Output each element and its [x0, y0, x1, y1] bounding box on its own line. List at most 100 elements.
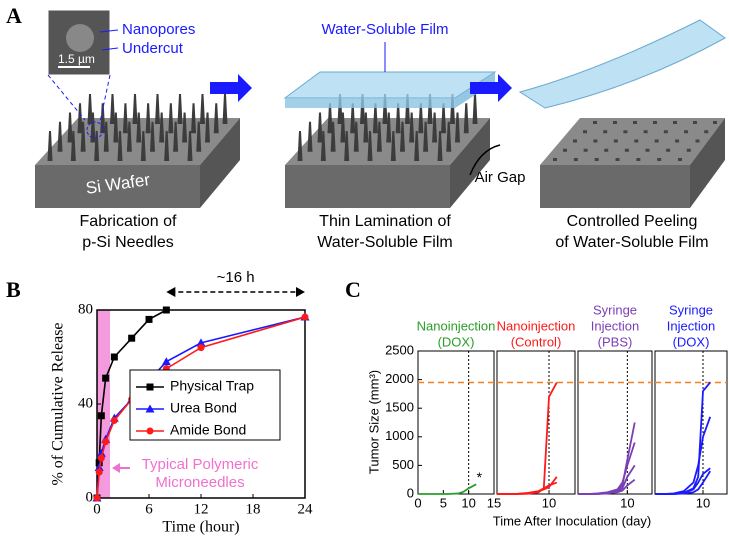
needle: [47, 131, 53, 161]
peeled-film: [518, 19, 726, 109]
highlight-label: Microneedles: [155, 474, 244, 491]
panel-a-drawings: [35, 9, 726, 208]
needle: [159, 112, 165, 143]
subplot-title: Injection: [591, 318, 639, 333]
needle-stub: [634, 139, 639, 143]
point: [97, 412, 105, 420]
needle-stub: [613, 121, 617, 124]
point: [128, 334, 136, 342]
x-tick-label: 18: [246, 501, 261, 517]
needle-stub: [654, 139, 659, 143]
needle: [372, 103, 378, 134]
needle: [340, 112, 346, 143]
legend-label: Amide Bond: [170, 422, 246, 438]
needle-stub: [603, 130, 608, 134]
panel-label: C: [345, 277, 361, 302]
needle: [136, 112, 142, 143]
legend-label: Physical Trap: [170, 378, 254, 394]
needle: [191, 103, 197, 134]
zoom-line: [47, 74, 86, 121]
subplot-title: (PBS): [598, 334, 633, 349]
legend-symbol: [146, 383, 154, 391]
needle: [126, 121, 132, 152]
needle: [122, 103, 128, 134]
needle: [423, 121, 429, 152]
legend-marker: [145, 404, 155, 413]
needle: [441, 103, 447, 134]
panel-label: B: [6, 277, 21, 302]
subplot-title: (Control): [511, 334, 562, 349]
y-tick-label: 0: [407, 485, 414, 500]
needle-stub: [678, 158, 682, 161]
needles: [47, 94, 717, 161]
needle-stub: [636, 158, 641, 161]
wafer-front: [540, 165, 690, 208]
needle-stub: [675, 139, 680, 143]
wafer-side: [450, 118, 490, 208]
needle-stub: [593, 121, 597, 124]
subplot-title: Nanoinjection: [497, 318, 576, 333]
x-tick-label: 0: [93, 501, 101, 517]
needle-stub: [623, 130, 628, 134]
plot-frame: [417, 350, 495, 495]
needle: [395, 103, 401, 134]
needle-stub: [657, 158, 662, 161]
inset-label: Nanopores: [122, 21, 195, 38]
needle: [350, 103, 356, 134]
pointer: [469, 144, 501, 176]
needle-stub: [713, 121, 717, 124]
caption: p-Si Needles: [82, 234, 174, 251]
subplot-title: (DOX): [438, 334, 475, 349]
x-tick-label: 24: [298, 501, 314, 517]
needle: [463, 103, 469, 134]
y-tick-label: 1000: [385, 428, 414, 443]
series-line: [655, 416, 712, 495]
needle: [437, 131, 443, 161]
needle: [353, 121, 359, 152]
y-tick-label: 0: [86, 489, 94, 505]
point: [95, 468, 103, 476]
x-tick-label: 0: [414, 495, 421, 510]
needle-stub: [695, 139, 700, 143]
scale-label: 1.5 µm: [58, 52, 95, 66]
needle-stub: [633, 121, 637, 124]
wafer-top: [540, 118, 725, 165]
caption: Fabrication of: [80, 213, 177, 230]
x-tick-label: 10: [461, 495, 475, 510]
needle: [77, 103, 83, 134]
needle: [376, 121, 382, 152]
needle-stub: [615, 158, 620, 161]
needle-stub: [693, 121, 697, 124]
wafer-front: [35, 165, 200, 208]
needle: [367, 131, 373, 161]
needle: [177, 94, 183, 124]
needle: [330, 121, 336, 152]
needle-stub: [593, 139, 598, 143]
needle: [390, 131, 396, 161]
needle: [187, 131, 193, 161]
needle: [182, 112, 188, 143]
series-line: [578, 478, 636, 495]
point: [96, 448, 106, 457]
chart: 0 6 12 18 24 0 40 80 Time (hour) % of Cumulative …: [50, 269, 313, 536]
needle-stub: [624, 148, 629, 152]
point: [102, 438, 110, 446]
plot-frame: [654, 350, 728, 495]
point: [145, 315, 153, 323]
zoom-line: [99, 74, 111, 123]
y-axis-label: % of Cumulative Release: [50, 322, 67, 485]
point: [196, 338, 206, 347]
needle-stub: [684, 130, 689, 134]
needle: [87, 94, 93, 124]
needle-stub: [663, 130, 668, 134]
film-label: Water-Soluble Film: [322, 21, 449, 38]
needle: [57, 121, 63, 152]
needle: [213, 103, 219, 134]
y-tick-label: 80: [78, 301, 93, 317]
series-line: [418, 483, 477, 495]
needle: [327, 103, 333, 134]
needle-stub: [553, 158, 557, 161]
step-arrow: [210, 74, 252, 102]
gap-label: Air Gap: [475, 169, 526, 186]
